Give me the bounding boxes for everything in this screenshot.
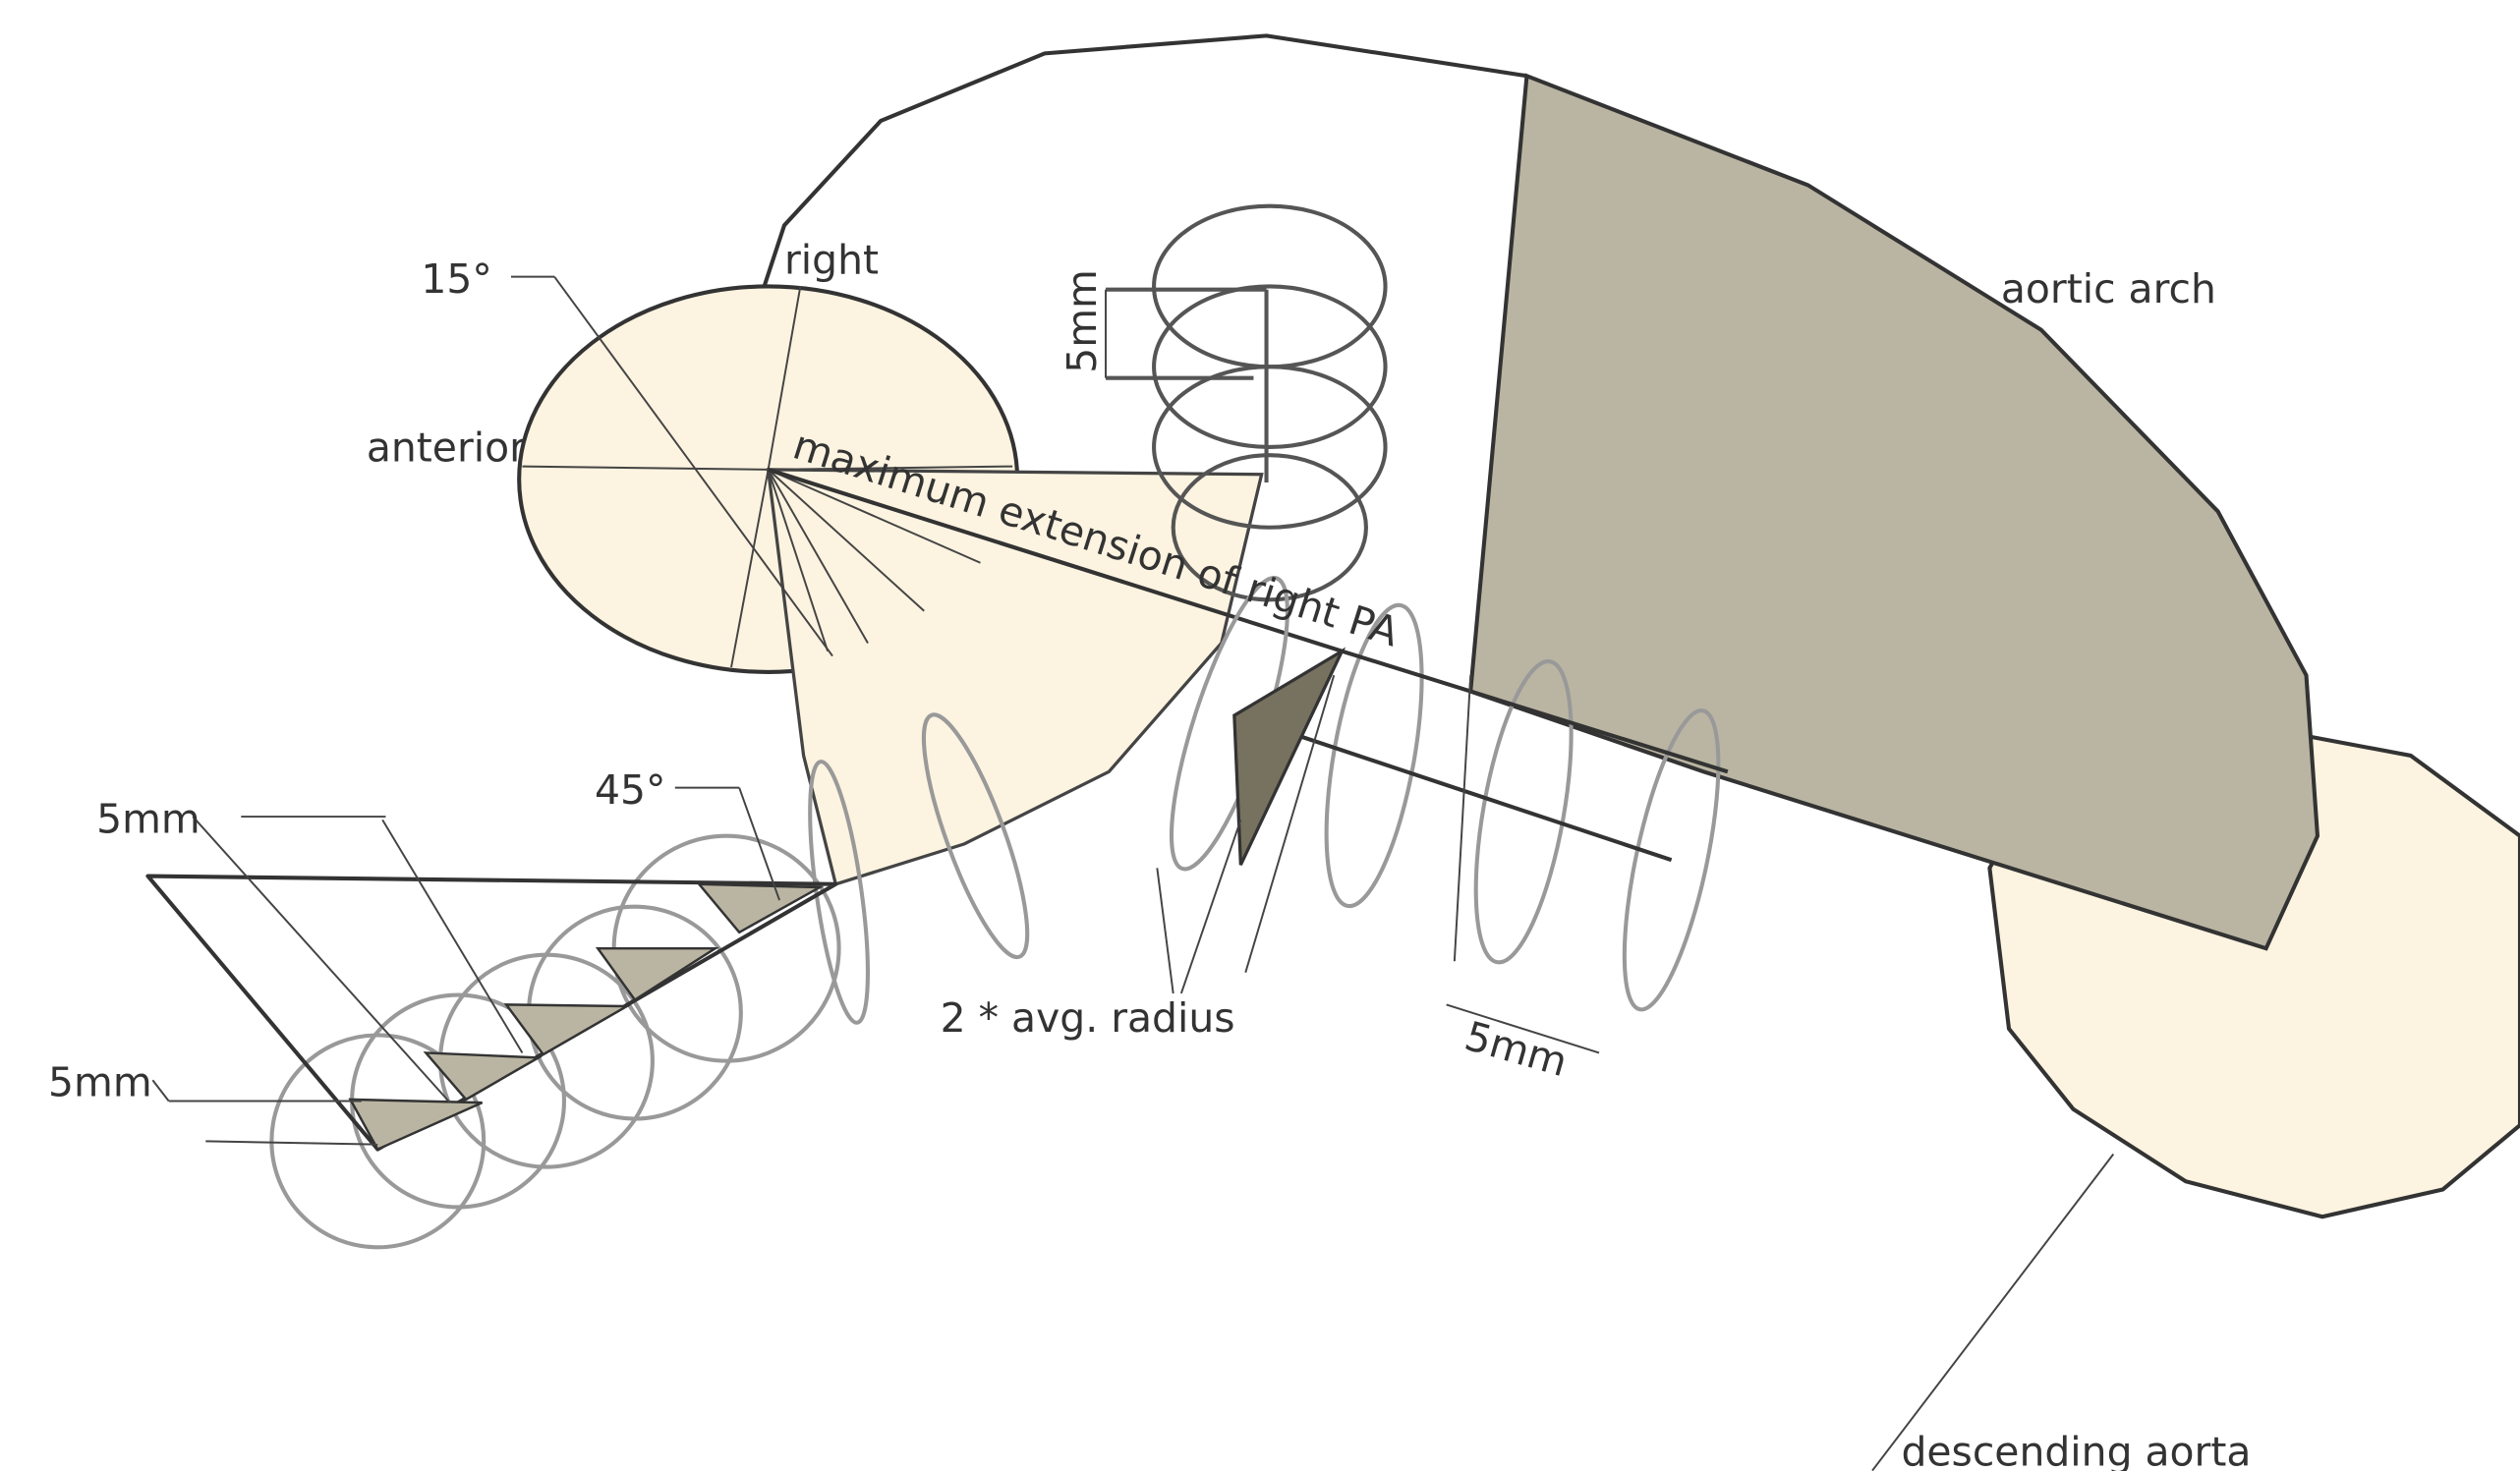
- label: 45°: [595, 766, 665, 814]
- label: 5mm: [48, 1059, 152, 1106]
- label: 5mm: [96, 795, 200, 842]
- label: 15°: [421, 255, 491, 303]
- label: 2 * avg. radius: [941, 994, 1235, 1042]
- label: 5mm: [1059, 269, 1106, 373]
- aortic-arch: [1470, 76, 2318, 948]
- diagram: 15° right anterior maximum extension of …: [0, 0, 2520, 1471]
- label: anterior: [367, 424, 526, 472]
- label: descending aorta: [1901, 1429, 2251, 1471]
- label: 5mm: [1460, 1012, 1573, 1086]
- left-wedges: [350, 884, 819, 1150]
- label: aortic arch: [2001, 265, 2216, 312]
- page: 15° right anterior maximum extension of …: [0, 0, 2520, 1471]
- vessel-outline: [747, 35, 1526, 337]
- label: right: [784, 236, 879, 283]
